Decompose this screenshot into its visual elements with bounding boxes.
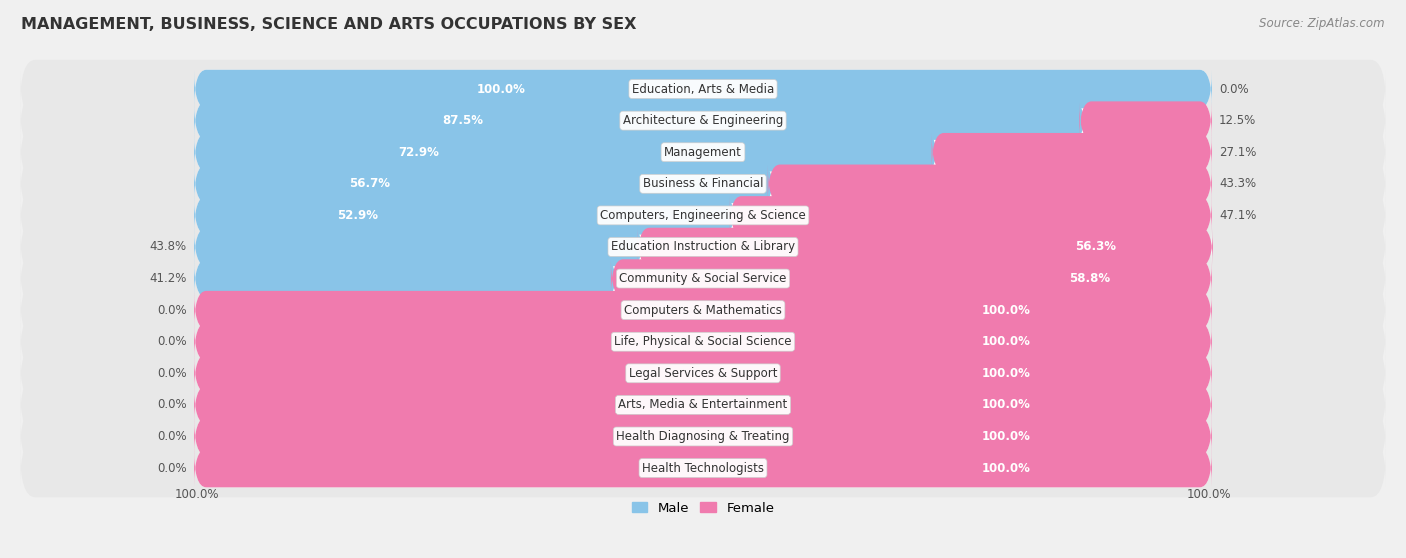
Text: 87.5%: 87.5%: [443, 114, 484, 127]
Text: 100.0%: 100.0%: [983, 398, 1031, 411]
Text: Health Technologists: Health Technologists: [643, 461, 763, 474]
FancyBboxPatch shape: [20, 376, 1386, 434]
FancyBboxPatch shape: [194, 291, 1212, 329]
FancyBboxPatch shape: [194, 354, 1212, 393]
FancyBboxPatch shape: [194, 259, 617, 298]
FancyBboxPatch shape: [20, 60, 1386, 118]
Text: Computers, Engineering & Science: Computers, Engineering & Science: [600, 209, 806, 222]
Text: Community & Social Service: Community & Social Service: [619, 272, 787, 285]
Text: 100.0%: 100.0%: [983, 367, 1031, 380]
Text: 43.8%: 43.8%: [150, 240, 187, 253]
FancyBboxPatch shape: [20, 123, 1386, 181]
Text: MANAGEMENT, BUSINESS, SCIENCE AND ARTS OCCUPATIONS BY SEX: MANAGEMENT, BUSINESS, SCIENCE AND ARTS O…: [21, 17, 637, 32]
Text: 100.0%: 100.0%: [983, 335, 1031, 348]
Text: 0.0%: 0.0%: [157, 398, 187, 411]
Text: 0.0%: 0.0%: [1219, 83, 1249, 95]
FancyBboxPatch shape: [194, 102, 1212, 140]
Legend: Male, Female: Male, Female: [626, 496, 780, 520]
FancyBboxPatch shape: [194, 449, 1212, 487]
FancyBboxPatch shape: [730, 196, 1212, 235]
Text: Architecture & Engineering: Architecture & Engineering: [623, 114, 783, 127]
FancyBboxPatch shape: [932, 133, 1212, 171]
FancyBboxPatch shape: [194, 259, 1212, 298]
FancyBboxPatch shape: [194, 228, 644, 266]
FancyBboxPatch shape: [20, 281, 1386, 339]
Text: Arts, Media & Entertainment: Arts, Media & Entertainment: [619, 398, 787, 411]
Text: 100.0%: 100.0%: [983, 304, 1031, 316]
FancyBboxPatch shape: [194, 196, 735, 235]
Text: 56.3%: 56.3%: [1076, 240, 1116, 253]
Text: 0.0%: 0.0%: [157, 461, 187, 474]
FancyBboxPatch shape: [20, 344, 1386, 402]
Text: 56.7%: 56.7%: [349, 177, 389, 190]
FancyBboxPatch shape: [612, 259, 1212, 298]
FancyBboxPatch shape: [194, 291, 1212, 329]
Text: Legal Services & Support: Legal Services & Support: [628, 367, 778, 380]
FancyBboxPatch shape: [1080, 102, 1212, 140]
Text: Health Diagnosing & Treating: Health Diagnosing & Treating: [616, 430, 790, 443]
Text: 47.1%: 47.1%: [1219, 209, 1257, 222]
Text: 0.0%: 0.0%: [157, 335, 187, 348]
Text: 100.0%: 100.0%: [174, 488, 219, 501]
Text: 100.0%: 100.0%: [477, 83, 524, 95]
Text: Life, Physical & Social Science: Life, Physical & Social Science: [614, 335, 792, 348]
Text: Management: Management: [664, 146, 742, 158]
Text: 41.2%: 41.2%: [149, 272, 187, 285]
Text: Computers & Mathematics: Computers & Mathematics: [624, 304, 782, 316]
FancyBboxPatch shape: [194, 70, 1212, 108]
FancyBboxPatch shape: [194, 417, 1212, 456]
FancyBboxPatch shape: [194, 323, 1212, 361]
FancyBboxPatch shape: [194, 133, 1212, 171]
FancyBboxPatch shape: [20, 92, 1386, 150]
FancyBboxPatch shape: [20, 186, 1386, 244]
FancyBboxPatch shape: [194, 323, 1212, 361]
Text: Source: ZipAtlas.com: Source: ZipAtlas.com: [1260, 17, 1385, 30]
Text: 0.0%: 0.0%: [157, 430, 187, 443]
FancyBboxPatch shape: [637, 228, 1213, 266]
Text: 27.1%: 27.1%: [1219, 146, 1257, 158]
Text: 52.9%: 52.9%: [337, 209, 378, 222]
Text: 12.5%: 12.5%: [1219, 114, 1256, 127]
FancyBboxPatch shape: [194, 386, 1212, 424]
FancyBboxPatch shape: [194, 165, 773, 203]
FancyBboxPatch shape: [194, 102, 1085, 140]
FancyBboxPatch shape: [768, 165, 1212, 203]
FancyBboxPatch shape: [20, 407, 1386, 466]
Text: 43.3%: 43.3%: [1219, 177, 1256, 190]
Text: 0.0%: 0.0%: [157, 367, 187, 380]
Text: Education, Arts & Media: Education, Arts & Media: [631, 83, 775, 95]
Text: 100.0%: 100.0%: [983, 430, 1031, 443]
Text: 100.0%: 100.0%: [1187, 488, 1232, 501]
FancyBboxPatch shape: [194, 228, 1212, 266]
Text: 0.0%: 0.0%: [157, 304, 187, 316]
FancyBboxPatch shape: [194, 165, 1212, 203]
Text: 72.9%: 72.9%: [398, 146, 439, 158]
Text: Education Instruction & Library: Education Instruction & Library: [612, 240, 794, 253]
FancyBboxPatch shape: [194, 417, 1212, 456]
FancyBboxPatch shape: [194, 196, 1212, 235]
FancyBboxPatch shape: [194, 354, 1212, 393]
FancyBboxPatch shape: [194, 70, 1212, 108]
FancyBboxPatch shape: [20, 312, 1386, 371]
FancyBboxPatch shape: [194, 449, 1212, 487]
FancyBboxPatch shape: [194, 386, 1212, 424]
Text: 100.0%: 100.0%: [983, 461, 1031, 474]
Text: 58.8%: 58.8%: [1070, 272, 1111, 285]
FancyBboxPatch shape: [20, 155, 1386, 213]
FancyBboxPatch shape: [20, 249, 1386, 308]
Text: Business & Financial: Business & Financial: [643, 177, 763, 190]
FancyBboxPatch shape: [20, 218, 1386, 276]
FancyBboxPatch shape: [20, 439, 1386, 497]
FancyBboxPatch shape: [194, 133, 938, 171]
